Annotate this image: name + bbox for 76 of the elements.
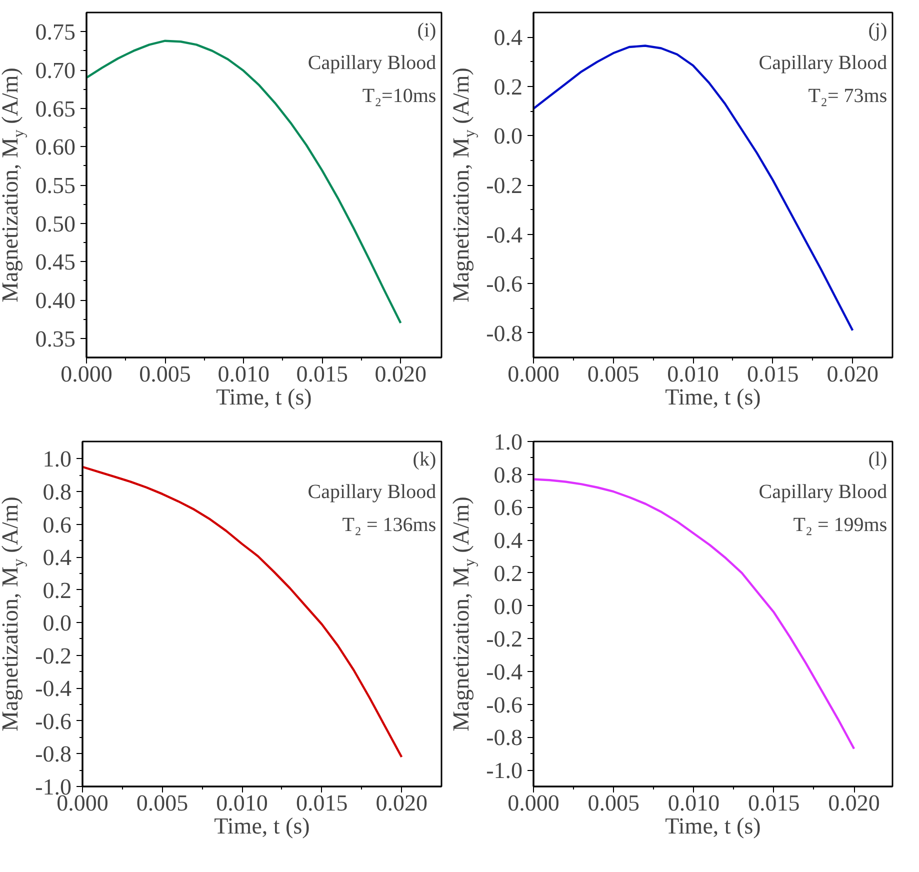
x-tick-label: 0.010 (216, 790, 268, 816)
y-axis-title: Magnetization, My (A/m) (448, 496, 478, 732)
y-tick-label: 0.4 (42, 545, 72, 570)
y-tick-label: 0.4 (494, 25, 523, 50)
x-axis-title: Time, t (s) (216, 384, 312, 410)
annotation: T₂ = 199ms (793, 514, 888, 536)
annotation: Capillary Blood (758, 481, 888, 504)
y-tick-label: -0.6 (486, 692, 523, 718)
y-tick-label: 0.0 (494, 594, 522, 619)
x-tick-label: 0.000 (60, 362, 112, 386)
y-axis-title: Magnetization, My (A/m) (448, 68, 478, 302)
y-axis-title: Magnetization, My (A/m) (0, 68, 28, 302)
x-tick-label: 0.020 (374, 362, 427, 386)
y-tick-label: 0.8 (42, 479, 72, 504)
annotation: Capillary Blood (308, 481, 436, 504)
annotation: (k) (412, 448, 436, 470)
y-tick-label: -0.6 (486, 272, 523, 297)
x-tick-label: 0.005 (139, 362, 191, 386)
y-axis-title: Magnetization, My (A/m) (0, 496, 28, 732)
y-tick-label: -1.0 (486, 758, 523, 784)
y-tick-label: 0.35 (35, 326, 76, 352)
annotation: (l) (868, 448, 888, 470)
annotation: T₂= 73ms (808, 84, 888, 107)
x-tick-label: 0.020 (828, 790, 880, 816)
y-tick-label: 0.75 (35, 20, 76, 45)
x-tick-label: 0.005 (588, 790, 640, 816)
y-tick-label: -0.8 (486, 320, 523, 346)
annotation: Capillary Blood (758, 52, 888, 74)
x-tick-label: 0.005 (136, 790, 188, 816)
x-tick-label: 0.020 (376, 790, 428, 816)
x-tick-label: 0.010 (667, 362, 719, 386)
y-tick-label: 0.2 (42, 578, 72, 603)
y-tick-label: 0.0 (42, 610, 72, 636)
x-tick-label: 0.015 (746, 362, 799, 386)
y-tick-label: 0.4 (494, 528, 523, 554)
x-tick-label: 0.000 (508, 790, 560, 816)
annotation: (j) (868, 19, 888, 42)
x-tick-label: 0.015 (296, 790, 348, 816)
y-tick-label: 0.70 (35, 58, 76, 83)
y-tick-label: 1.0 (42, 446, 72, 472)
x-tick-label: 0.005 (587, 362, 640, 386)
y-tick-label: 0.2 (494, 560, 522, 586)
y-tick-label: -0.8 (35, 742, 72, 767)
y-tick-label: 0.0 (494, 124, 522, 149)
x-tick-label: 0.015 (748, 790, 800, 816)
y-tick-label: 0.8 (494, 462, 522, 488)
x-tick-label: 0.010 (218, 362, 270, 386)
y-tick-label: -0.8 (486, 725, 523, 750)
y-tick-label: 0.45 (35, 250, 76, 275)
y-tick-label: -0.2 (35, 643, 72, 668)
x-axis-title: Time, t (s) (214, 814, 310, 838)
y-tick-label: 0.65 (35, 96, 76, 122)
x-tick-label: 0.010 (668, 790, 720, 816)
y-tick-label: 0.40 (35, 288, 76, 313)
y-tick-label: -0.4 (35, 676, 72, 702)
y-tick-label: 0.6 (42, 512, 72, 538)
x-tick-label: 0.015 (296, 362, 348, 386)
y-tick-label: -0.6 (35, 708, 72, 734)
annotation: T₂=10ms (362, 84, 436, 107)
y-tick-label: -0.4 (486, 660, 523, 684)
x-tick-label: 0.020 (826, 362, 878, 386)
y-tick-label: 0.60 (35, 134, 76, 160)
y-tick-label: 0.50 (35, 211, 76, 236)
annotation: (i) (417, 19, 436, 42)
y-tick-label: 0.2 (494, 74, 522, 100)
y-tick-label: -0.2 (486, 173, 523, 198)
y-tick-label: 1.0 (494, 430, 522, 454)
x-tick-label: 0.000 (508, 362, 560, 386)
y-tick-label: 0.6 (494, 495, 522, 520)
annotation: T₂ = 136ms (342, 514, 436, 536)
y-tick-label: -0.2 (486, 626, 523, 652)
annotation: Capillary Blood (308, 52, 436, 74)
x-axis-title: Time, t (s) (665, 384, 761, 410)
y-tick-label: -0.4 (486, 222, 523, 248)
y-tick-label: 0.55 (35, 173, 76, 198)
x-axis-title: Time, t (s) (665, 814, 761, 838)
